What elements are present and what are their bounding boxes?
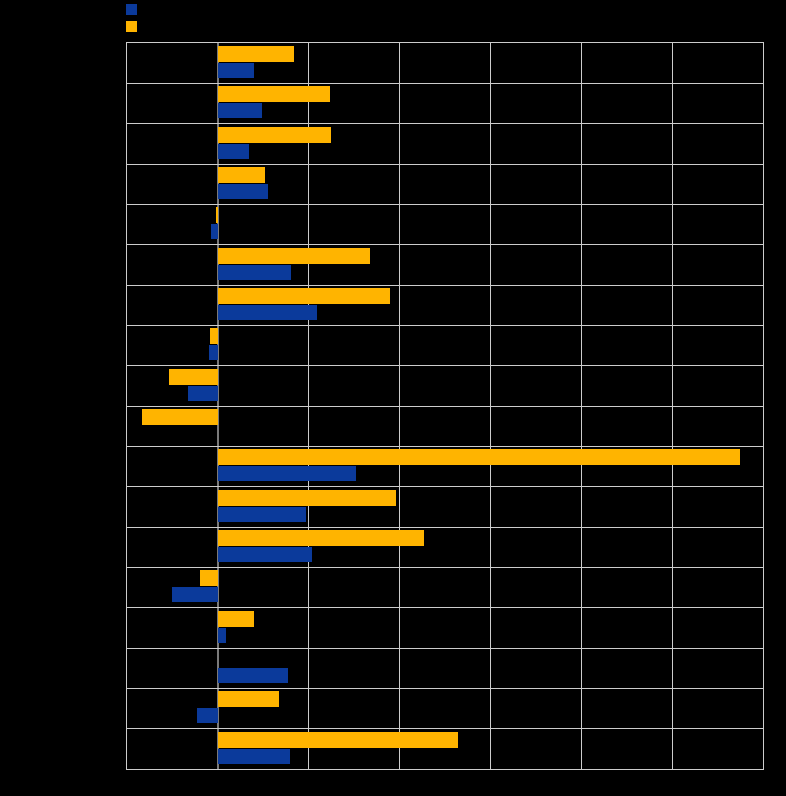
bar-orange — [217, 610, 255, 627]
bar-orange — [141, 409, 218, 425]
row-separator — [127, 405, 763, 407]
bar-orange — [217, 530, 425, 546]
row-separator — [127, 123, 763, 125]
bar-orange — [217, 691, 279, 708]
bar-orange — [199, 570, 218, 587]
bar-blue — [217, 63, 255, 78]
bar-orange — [217, 731, 458, 748]
bar-orange — [217, 449, 741, 466]
bar-blue — [217, 305, 317, 320]
bar-blue — [217, 668, 288, 683]
bar-blue — [217, 748, 290, 764]
bar-blue — [217, 143, 249, 159]
bar-orange — [217, 167, 266, 183]
bar-orange — [217, 86, 330, 103]
bar-orange — [216, 207, 218, 224]
row-separator — [127, 486, 763, 488]
row-separator — [127, 244, 763, 246]
bar-blue — [217, 466, 356, 482]
bar-orange — [217, 489, 396, 506]
plot-area — [126, 42, 764, 770]
bar-blue — [217, 264, 291, 280]
bar-blue — [196, 708, 218, 724]
bar-blue — [217, 547, 313, 562]
row-separator — [127, 647, 763, 649]
bar-blue — [211, 224, 218, 240]
bar-blue — [187, 385, 218, 401]
bar-orange — [217, 46, 295, 62]
bar-orange — [217, 247, 370, 264]
row-separator — [127, 163, 763, 165]
bar-blue — [217, 506, 306, 522]
blue-series-swatch-icon — [126, 4, 137, 15]
bar-blue — [217, 103, 263, 119]
bar-blue — [208, 345, 218, 361]
row-separator — [127, 203, 763, 205]
row-separator — [127, 82, 763, 84]
row-separator — [127, 324, 763, 326]
bar-orange — [217, 288, 390, 304]
bar-blue — [171, 587, 218, 603]
row-separator — [127, 445, 763, 447]
row-separator — [127, 526, 763, 528]
row-separator — [127, 566, 763, 568]
bar-blue — [217, 627, 227, 643]
bar-orange — [168, 368, 218, 385]
bar-orange — [217, 126, 331, 143]
row-separator — [127, 365, 763, 367]
row-separator — [127, 728, 763, 730]
bar-blue — [217, 184, 268, 199]
bar-orange — [209, 328, 218, 345]
row-separator — [127, 607, 763, 609]
orange-series-swatch-icon — [126, 21, 137, 32]
row-separator — [127, 687, 763, 689]
row-separator — [127, 284, 763, 286]
